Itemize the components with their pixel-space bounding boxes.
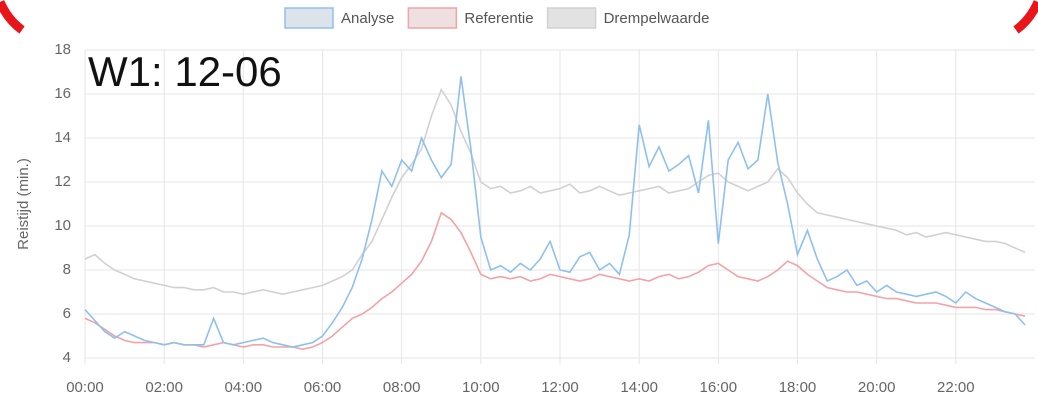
legend-swatch bbox=[546, 7, 597, 29]
line bbox=[84, 211, 1026, 351]
legend: Analyse Referentie Drempelwaarde bbox=[284, 7, 710, 29]
legend-swatch bbox=[407, 7, 458, 29]
x-tick-label: 10:00 bbox=[462, 379, 500, 396]
legend-label: Analyse bbox=[341, 10, 394, 27]
y-tick-label: 6 bbox=[63, 305, 71, 322]
y-tick-label: 8 bbox=[63, 261, 71, 278]
x-tick-label: 20:00 bbox=[858, 379, 896, 396]
y-tick-label: 14 bbox=[54, 129, 71, 146]
legend-label: Drempelwaarde bbox=[604, 10, 710, 27]
y-tick-label: 12 bbox=[54, 173, 71, 190]
x-tick-label: 22:00 bbox=[937, 379, 975, 396]
y-tick-label: 10 bbox=[54, 217, 71, 234]
x-tick-label: 06:00 bbox=[304, 379, 342, 396]
decoration bbox=[0, 0, 25, 34]
legend-swatch bbox=[284, 7, 334, 29]
x-tick-label: 04:00 bbox=[225, 379, 263, 396]
annotation: W1: 12-06 bbox=[88, 48, 282, 95]
x-tick-label: 00:00 bbox=[66, 379, 104, 396]
x-tick-label: 12:00 bbox=[541, 379, 579, 396]
y-tick-label: 16 bbox=[54, 85, 71, 102]
y-axis-label: Reistijd (min.) bbox=[15, 158, 32, 250]
legend-label: Referentie bbox=[464, 10, 533, 27]
x-tick-label: 02:00 bbox=[145, 379, 183, 396]
line bbox=[84, 76, 1026, 348]
decoration bbox=[1013, 0, 1038, 34]
x-tick-label: 16:00 bbox=[700, 379, 738, 396]
y-tick-label: 18 bbox=[54, 41, 71, 58]
x-tick-label: 18:00 bbox=[779, 379, 817, 396]
x-tick-label: 08:00 bbox=[383, 379, 421, 396]
line bbox=[84, 87, 1026, 296]
x-tick-label: 14:00 bbox=[620, 379, 658, 396]
y-tick-label: 4 bbox=[63, 349, 71, 366]
